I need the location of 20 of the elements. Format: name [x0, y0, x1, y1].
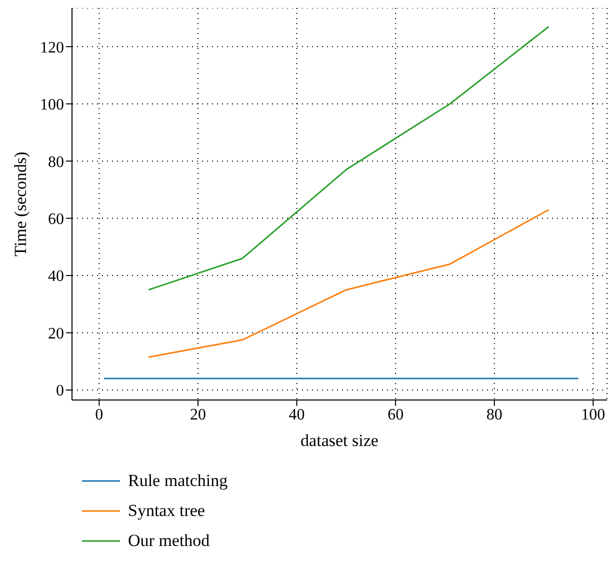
x-tick-label: 60: [388, 406, 404, 424]
x-tick-label: 0: [95, 406, 104, 424]
y-tick-label: 100: [40, 96, 64, 114]
x-axis-title: dataset size: [300, 431, 378, 450]
y-tick-label: 20: [48, 325, 64, 342]
line-series: [148, 208, 550, 358]
legend-label: Our method: [128, 531, 210, 551]
x-tick-label: 40: [288, 406, 305, 424]
line-series: [148, 26, 550, 291]
y-tick-label: 80: [48, 154, 64, 171]
y-tick-label: 60: [48, 210, 64, 228]
x-tick-label: 100: [581, 406, 606, 424]
legend-label: Rule matching: [128, 471, 228, 491]
y-axis-title: Time (seconds): [11, 152, 30, 256]
y-tick-label: 0: [56, 382, 64, 400]
y-tick-label: 40: [48, 268, 64, 286]
legend-label: Syntax tree: [128, 501, 205, 521]
x-tick-label: 80: [486, 406, 502, 424]
x-tick-label: 20: [190, 406, 206, 424]
y-tick-label: 120: [40, 39, 64, 56]
